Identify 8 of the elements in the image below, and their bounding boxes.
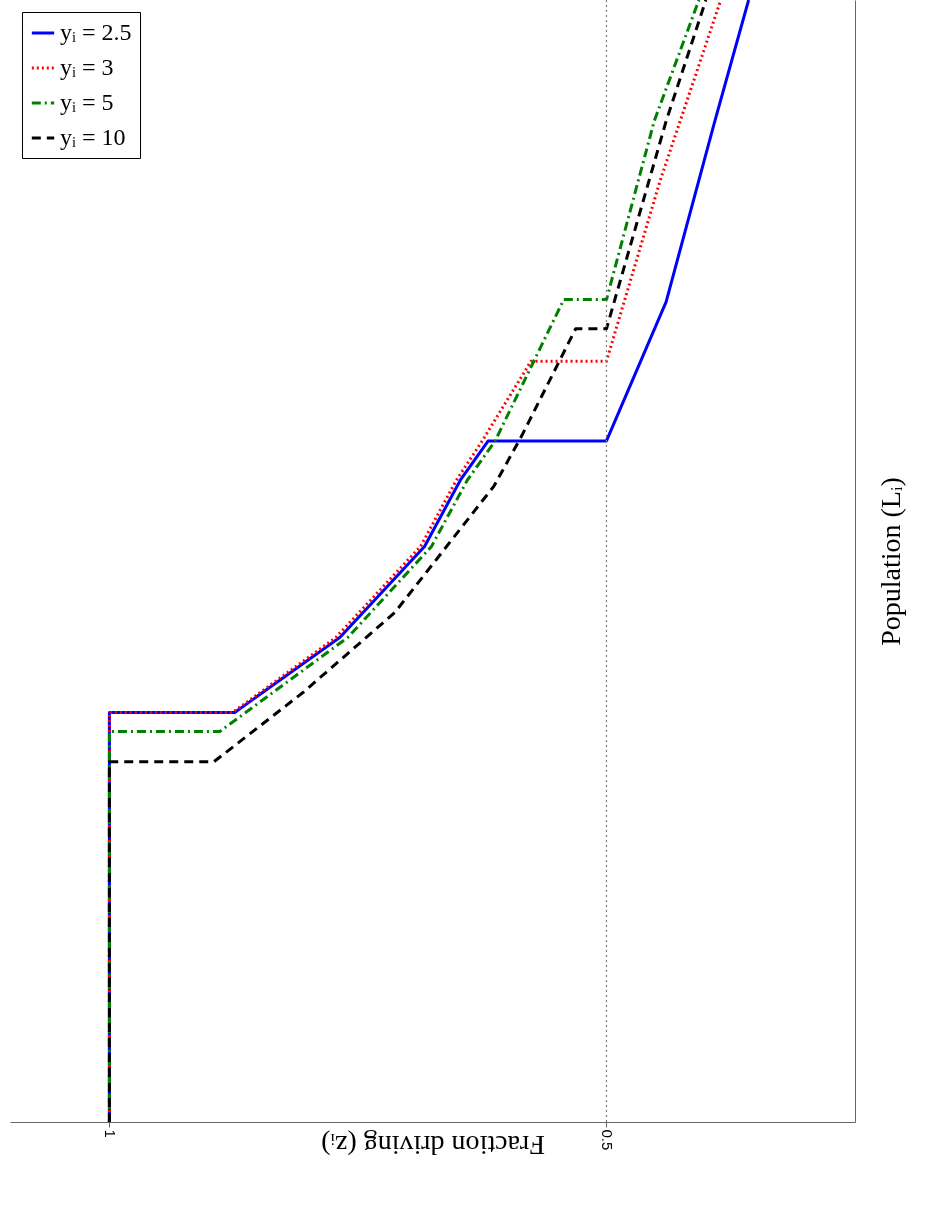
- legend-label: yᵢ = 2.5: [60, 19, 132, 45]
- x-tick-label: 0.5: [598, 1129, 616, 1151]
- legend-label: yᵢ = 5: [60, 89, 114, 115]
- x-axis-title: Fraction driving (zᵢ): [321, 1130, 545, 1162]
- y-axis-title: Population (Lᵢ): [874, 477, 906, 646]
- legend-label: yᵢ = 10: [60, 124, 126, 150]
- legend-label: yᵢ = 3: [60, 54, 114, 80]
- x-tick-label: 1: [101, 1129, 119, 1138]
